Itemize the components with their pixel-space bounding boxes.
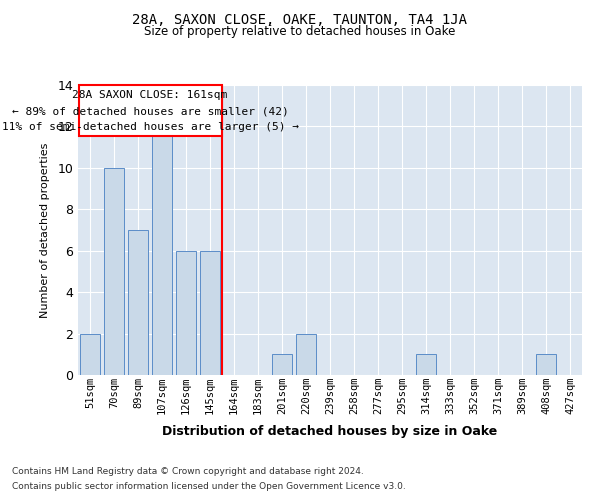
Text: Contains HM Land Registry data © Crown copyright and database right 2024.: Contains HM Land Registry data © Crown c… — [12, 467, 364, 476]
Bar — [152, 126, 172, 375]
Text: 28A SAXON CLOSE: 161sqm: 28A SAXON CLOSE: 161sqm — [73, 90, 228, 101]
Text: ← 89% of detached houses are smaller (42): ← 89% of detached houses are smaller (42… — [12, 106, 289, 117]
Text: Contains public sector information licensed under the Open Government Licence v3: Contains public sector information licen… — [12, 482, 406, 491]
Text: 28A, SAXON CLOSE, OAKE, TAUNTON, TA4 1JA: 28A, SAXON CLOSE, OAKE, TAUNTON, TA4 1JA — [133, 12, 467, 26]
Bar — [272, 354, 292, 375]
Bar — [296, 334, 316, 375]
Bar — [80, 334, 100, 375]
Bar — [416, 354, 436, 375]
Bar — [200, 250, 220, 375]
Bar — [128, 230, 148, 375]
Bar — [536, 354, 556, 375]
Bar — [104, 168, 124, 375]
Text: Size of property relative to detached houses in Oake: Size of property relative to detached ho… — [145, 25, 455, 38]
Y-axis label: Number of detached properties: Number of detached properties — [40, 142, 50, 318]
Text: 11% of semi-detached houses are larger (5) →: 11% of semi-detached houses are larger (… — [2, 122, 299, 132]
Bar — [176, 250, 196, 375]
X-axis label: Distribution of detached houses by size in Oake: Distribution of detached houses by size … — [163, 425, 497, 438]
FancyBboxPatch shape — [79, 84, 221, 136]
